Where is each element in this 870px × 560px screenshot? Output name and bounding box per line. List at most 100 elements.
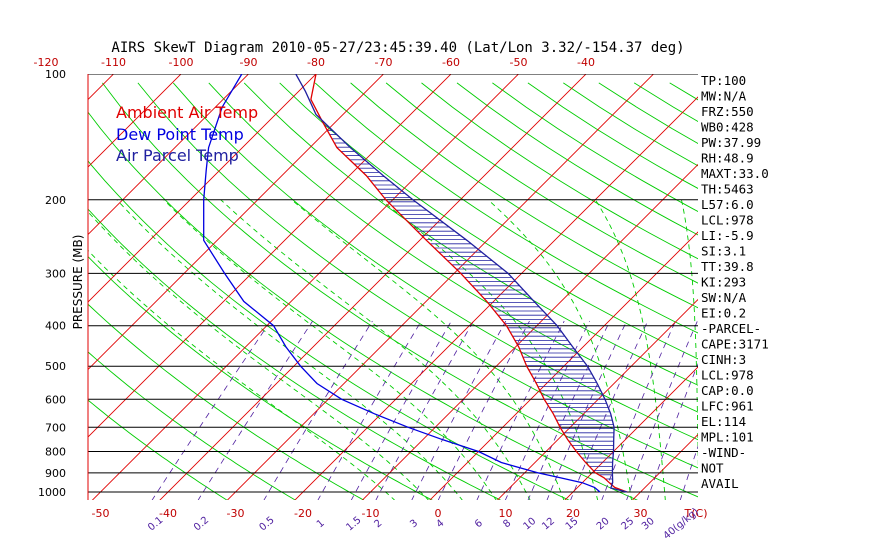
index-item: L57:6.0	[701, 197, 754, 212]
moist-adiabat-line	[595, 199, 666, 500]
pressure-tick-label: 300	[45, 267, 66, 280]
isotherm-line	[88, 74, 115, 101]
isotherm-line	[159, 74, 587, 500]
index-item: CAPE:3171	[701, 337, 769, 352]
dry-adiabat-line	[776, 83, 870, 501]
isotherm-line	[767, 65, 870, 501]
top-temp-tick-label: -50	[510, 56, 528, 69]
isotherm-line	[0, 65, 55, 501]
moist-adiabat-line	[220, 199, 531, 500]
bottom-temp-tick-label: 0	[435, 507, 442, 520]
dry-adiabat-line	[492, 82, 698, 213]
index-item: LFC:961	[701, 399, 754, 414]
parcel-temp-line	[295, 74, 628, 493]
top-temperature-ticks: -120 -110 -100 -90 -80 -70 -60 -50 -40	[34, 56, 595, 69]
index-item: SW:N/A	[701, 290, 747, 305]
mixing-ratio-tick-label: 8	[501, 518, 513, 531]
mixing-ratio-tick-label: 0.2	[192, 515, 211, 534]
index-item: LCL:978	[701, 213, 754, 228]
bottom-temp-tick-label: -10	[362, 507, 380, 520]
top-temp-tick-label: -110	[101, 56, 126, 69]
bottom-temp-tick-label: 20	[566, 507, 580, 520]
dry-adiabat-line	[812, 83, 870, 501]
ambient-temp-line	[310, 74, 628, 493]
bottom-temp-tick-label: 30	[634, 507, 648, 520]
mixing-ratio-line	[375, 320, 474, 500]
legend: Ambient Air Temp Dew Point Temp Air Parc…	[116, 103, 258, 165]
index-item: EI:0.2	[701, 306, 746, 321]
moist-adiabat-line	[116, 199, 463, 500]
index-item: LCL:978	[701, 368, 754, 383]
isotherm-line	[294, 96, 698, 500]
index-item: TT:39.8	[701, 259, 754, 274]
dry-adiabat-line	[279, 82, 698, 360]
index-item: LI:-5.9	[701, 228, 754, 243]
mixing-ratio-tick-label: 12	[540, 516, 557, 533]
index-item: PW:37.99	[701, 135, 761, 150]
cape-hatching	[322, 121, 615, 484]
index-item: MPL:101	[701, 430, 754, 445]
pressure-tick-label: 200	[45, 194, 66, 207]
legend-dew-point-temp: Dew Point Temp	[116, 125, 244, 144]
index-item: KI:293	[701, 275, 746, 290]
dry-adiabat-line	[314, 82, 698, 334]
dry-adiabat-line	[669, 82, 698, 101]
isotherm-line	[226, 74, 655, 500]
isotherm-line	[429, 231, 698, 500]
dry-adiabat-line	[88, 160, 570, 500]
mixing-ratio-tick-label: 10	[521, 516, 538, 533]
dry-adiabat-line	[88, 111, 638, 500]
index-item: EL:114	[701, 414, 746, 429]
index-item: CINH:3	[701, 352, 746, 367]
moist-adiabat-line	[487, 199, 632, 500]
mixing-ratio-tick-label: 1	[315, 518, 327, 531]
dry-adiabat-line	[172, 82, 698, 441]
dry-adiabat-line	[350, 82, 698, 309]
dry-adiabat-line	[88, 303, 365, 500]
pressure-tick-label: 700	[45, 421, 66, 434]
bottom-temp-tick-label: 10	[499, 507, 513, 520]
pressure-tick-label: 1000	[38, 486, 66, 499]
isotherm-line	[564, 366, 698, 500]
mixing-ratio-tick-label: 3	[408, 518, 420, 531]
top-temp-tick-label: -80	[307, 56, 325, 69]
bottom-temp-tick-label: -30	[227, 507, 245, 520]
chart-title: AIRS SkewT Diagram 2010-05-27/23:45:39.4…	[111, 40, 684, 56]
isotherm-line	[834, 65, 870, 501]
moist-adiabat-line	[681, 199, 698, 471]
dry-adiabat-line	[88, 255, 433, 500]
dew-point-line	[203, 74, 601, 493]
isotherm-line	[88, 74, 317, 303]
isotherm-line	[91, 74, 520, 500]
pressure-tick-label: 500	[45, 360, 66, 373]
top-temp-tick-label: -70	[375, 56, 393, 69]
index-item: MW:N/A	[701, 89, 747, 104]
index-item: -WIND-	[701, 445, 746, 460]
index-item: TH:5463	[701, 182, 754, 197]
index-item: TP:100	[701, 73, 746, 88]
index-item: MAXT:33.0	[701, 166, 769, 181]
dry-adiabat-line	[847, 83, 870, 501]
dry-adiabat-line	[208, 82, 698, 413]
index-item: WB0:428	[701, 120, 754, 135]
isotherm-line	[496, 298, 698, 500]
dry-adiabat-line	[102, 82, 698, 498]
mixing-ratio-line	[437, 320, 530, 500]
index-item: AVAIL	[701, 476, 739, 491]
index-item: CAP:0.0	[701, 383, 754, 398]
moist-adiabat-line	[88, 211, 429, 500]
bottom-temp-tick-label: -40	[159, 507, 177, 520]
index-item: FRZ:550	[701, 104, 754, 119]
bottom-temperature-ticks: -50 -40 -30 -20 -10 0 10 20 30 T(C)	[92, 507, 708, 520]
legend-ambient-air-temp: Ambient Air Temp	[116, 103, 258, 122]
dry-adiabat-line	[88, 399, 228, 500]
isotherm-line	[88, 74, 182, 168]
pressure-tick-label: 100	[45, 68, 66, 81]
pressure-tick-label: 400	[45, 320, 66, 333]
mixing-ratio-tick-label: 2	[373, 518, 385, 531]
bottom-temp-tick-label: -50	[92, 507, 110, 520]
mixing-ratio-tick-label: 6	[473, 518, 485, 531]
index-item: NOT	[701, 461, 724, 476]
isotherm-line	[88, 74, 250, 236]
